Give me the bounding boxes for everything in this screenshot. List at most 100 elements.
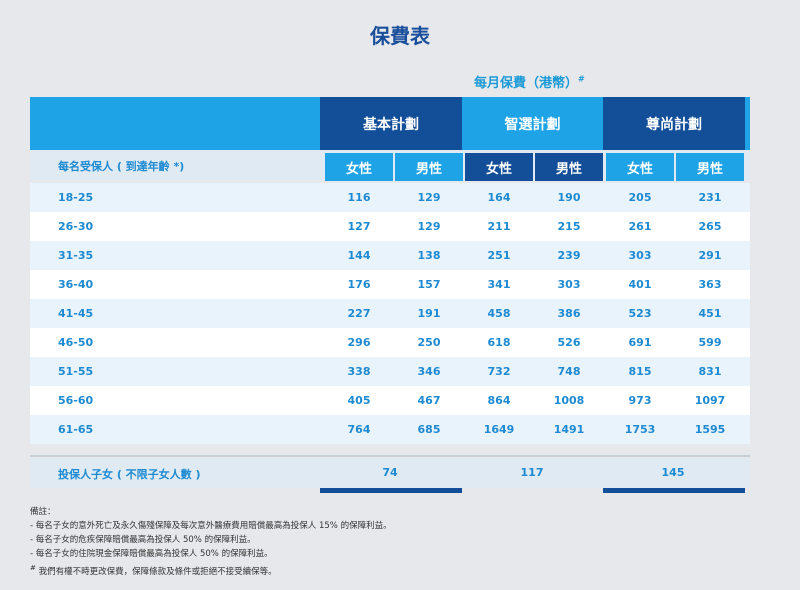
age-band: 61-65 (58, 423, 94, 436)
child-premier-value: 145 (661, 466, 685, 479)
premium-cell: 191 (417, 307, 441, 320)
premium-cell: 144 (347, 249, 371, 262)
plan-smart-header: 智選計劃 (462, 97, 603, 150)
premium-cell: 303 (557, 278, 581, 291)
age-band: 56-60 (58, 394, 94, 407)
premium-cell: 215 (557, 220, 581, 233)
premium-cell: 864 (487, 394, 511, 407)
table-row: 18-25 116 129 164 190 205 231 (30, 183, 750, 212)
table-row: 31-35 144 138 251 239 303 291 (30, 241, 750, 270)
premium-cell: 599 (698, 336, 722, 349)
premium-cell: 190 (557, 191, 581, 204)
premium-rows: 18-25 116 129 164 190 205 231 26-30 127 129 211 215… (30, 183, 750, 444)
premium-cell: 523 (628, 307, 652, 320)
premium-cell: 691 (628, 336, 652, 349)
premium-cell: 138 (417, 249, 441, 262)
premium-cell: 205 (628, 191, 652, 204)
basic-footer-bar (320, 488, 462, 493)
basic-female-header: 女性 (325, 153, 393, 181)
divider (30, 455, 750, 457)
premium-cell: 467 (417, 394, 441, 407)
premium-cell: 265 (698, 220, 722, 233)
child-premium-row: 投保人子女 ( 不限子女人數 ) 74 117 145 (30, 458, 750, 488)
premier-male-header: 男性 (676, 153, 744, 181)
premium-cell: 129 (417, 220, 441, 233)
premium-cell: 127 (347, 220, 371, 233)
table-row: 26-30 127 129 211 215 261 265 (30, 212, 750, 241)
currency-label: 每月保費（港幣）# (474, 74, 585, 91)
premium-cell: 231 (698, 191, 722, 204)
note-1: - 每名子女的意外死亡及永久傷殘保障及每次意外醫療費用賠償最高為投保人 15% … (30, 521, 392, 531)
plan-basic-header: 基本計劃 (320, 97, 462, 150)
premium-cell: 250 (417, 336, 441, 349)
gender-header-row: 每名受保人 ( 到達年齡 *) 女性 男性 女性 男性 女性 男性 (30, 150, 750, 181)
age-band: 46-50 (58, 336, 94, 349)
age-band: 36-40 (58, 278, 94, 291)
premium-cell: 346 (417, 365, 441, 378)
premium-cell: 1008 (553, 394, 585, 407)
premium-cell: 815 (628, 365, 652, 378)
age-band: 51-55 (58, 365, 94, 378)
table-row: 61-65 764 685 1649 1491 1753 1595 (30, 415, 750, 444)
note-3: - 每名子女的住院現金保障賠償最高為投保人 50% 的保障利益。 (30, 549, 273, 559)
premium-cell: 458 (487, 307, 511, 320)
premium-cell: 227 (347, 307, 371, 320)
table-row: 56-60 405 467 864 1008 973 1097 (30, 386, 750, 415)
premium-cell: 451 (698, 307, 722, 320)
notes-title: 備註： (30, 507, 56, 517)
premium-cell: 251 (487, 249, 511, 262)
premium-cell: 1649 (483, 423, 515, 436)
note-2: - 每名子女的危疾保障賠償最高為投保人 50% 的保障利益。 (30, 535, 256, 545)
premium-cell: 1491 (553, 423, 585, 436)
table-row: 51-55 338 346 732 748 815 831 (30, 357, 750, 386)
premium-cell: 973 (628, 394, 652, 407)
premium-cell: 129 (417, 191, 441, 204)
child-basic-value: 74 (382, 466, 398, 479)
premium-cell: 1097 (694, 394, 726, 407)
premium-cell: 732 (487, 365, 511, 378)
premium-cell: 685 (417, 423, 441, 436)
premium-cell: 164 (487, 191, 511, 204)
premium-cell: 526 (557, 336, 581, 349)
premier-footer-bar (603, 488, 745, 493)
premium-cell: 363 (698, 278, 722, 291)
premium-cell: 157 (417, 278, 441, 291)
premium-cell: 748 (557, 365, 581, 378)
premium-cell: 338 (347, 365, 371, 378)
notes: 備註： - 每名子女的意外死亡及永久傷殘保障及每次意外醫療費用賠償最高為投保人 … (30, 505, 392, 579)
premium-cell: 176 (347, 278, 371, 291)
premium-cell: 296 (347, 336, 371, 349)
table-row: 36-40 176 157 341 303 401 363 (30, 270, 750, 299)
age-band: 18-25 (58, 191, 94, 204)
premium-cell: 1595 (694, 423, 726, 436)
premium-cell: 291 (698, 249, 722, 262)
premium-cell: 1753 (624, 423, 656, 436)
smart-female-header: 女性 (465, 153, 533, 181)
plan-premier-header: 尊尚計劃 (603, 97, 745, 150)
age-band: 31-35 (58, 249, 94, 262)
child-smart-value: 117 (520, 466, 544, 479)
table-row: 41-45 227 191 458 386 523 451 (30, 299, 750, 328)
age-band: 26-30 (58, 220, 94, 233)
child-label: 投保人子女 ( 不限子女人數 ) (58, 468, 201, 481)
premier-female-header: 女性 (606, 153, 674, 181)
premium-cell: 618 (487, 336, 511, 349)
premium-cell: 211 (487, 220, 511, 233)
premium-cell: 405 (347, 394, 371, 407)
note-4: # 我們有權不時更改保費，保障條款及條件或拒絕不接受續保等。 (30, 564, 277, 577)
premium-cell: 261 (628, 220, 652, 233)
premium-cell: 239 (557, 249, 581, 262)
premium-cell: 386 (557, 307, 581, 320)
premium-cell: 764 (347, 423, 371, 436)
smart-male-header: 男性 (535, 153, 603, 181)
page-title: 保費表 (370, 24, 430, 48)
premium-cell: 831 (698, 365, 722, 378)
premium-cell: 116 (347, 191, 371, 204)
premium-cell: 341 (487, 278, 511, 291)
insured-age-label: 每名受保人 ( 到達年齡 *) (58, 160, 185, 173)
table-row: 46-50 296 250 618 526 691 599 (30, 328, 750, 357)
age-band: 41-45 (58, 307, 94, 320)
premium-cell: 303 (628, 249, 652, 262)
premium-cell: 401 (628, 278, 652, 291)
basic-male-header: 男性 (395, 153, 463, 181)
